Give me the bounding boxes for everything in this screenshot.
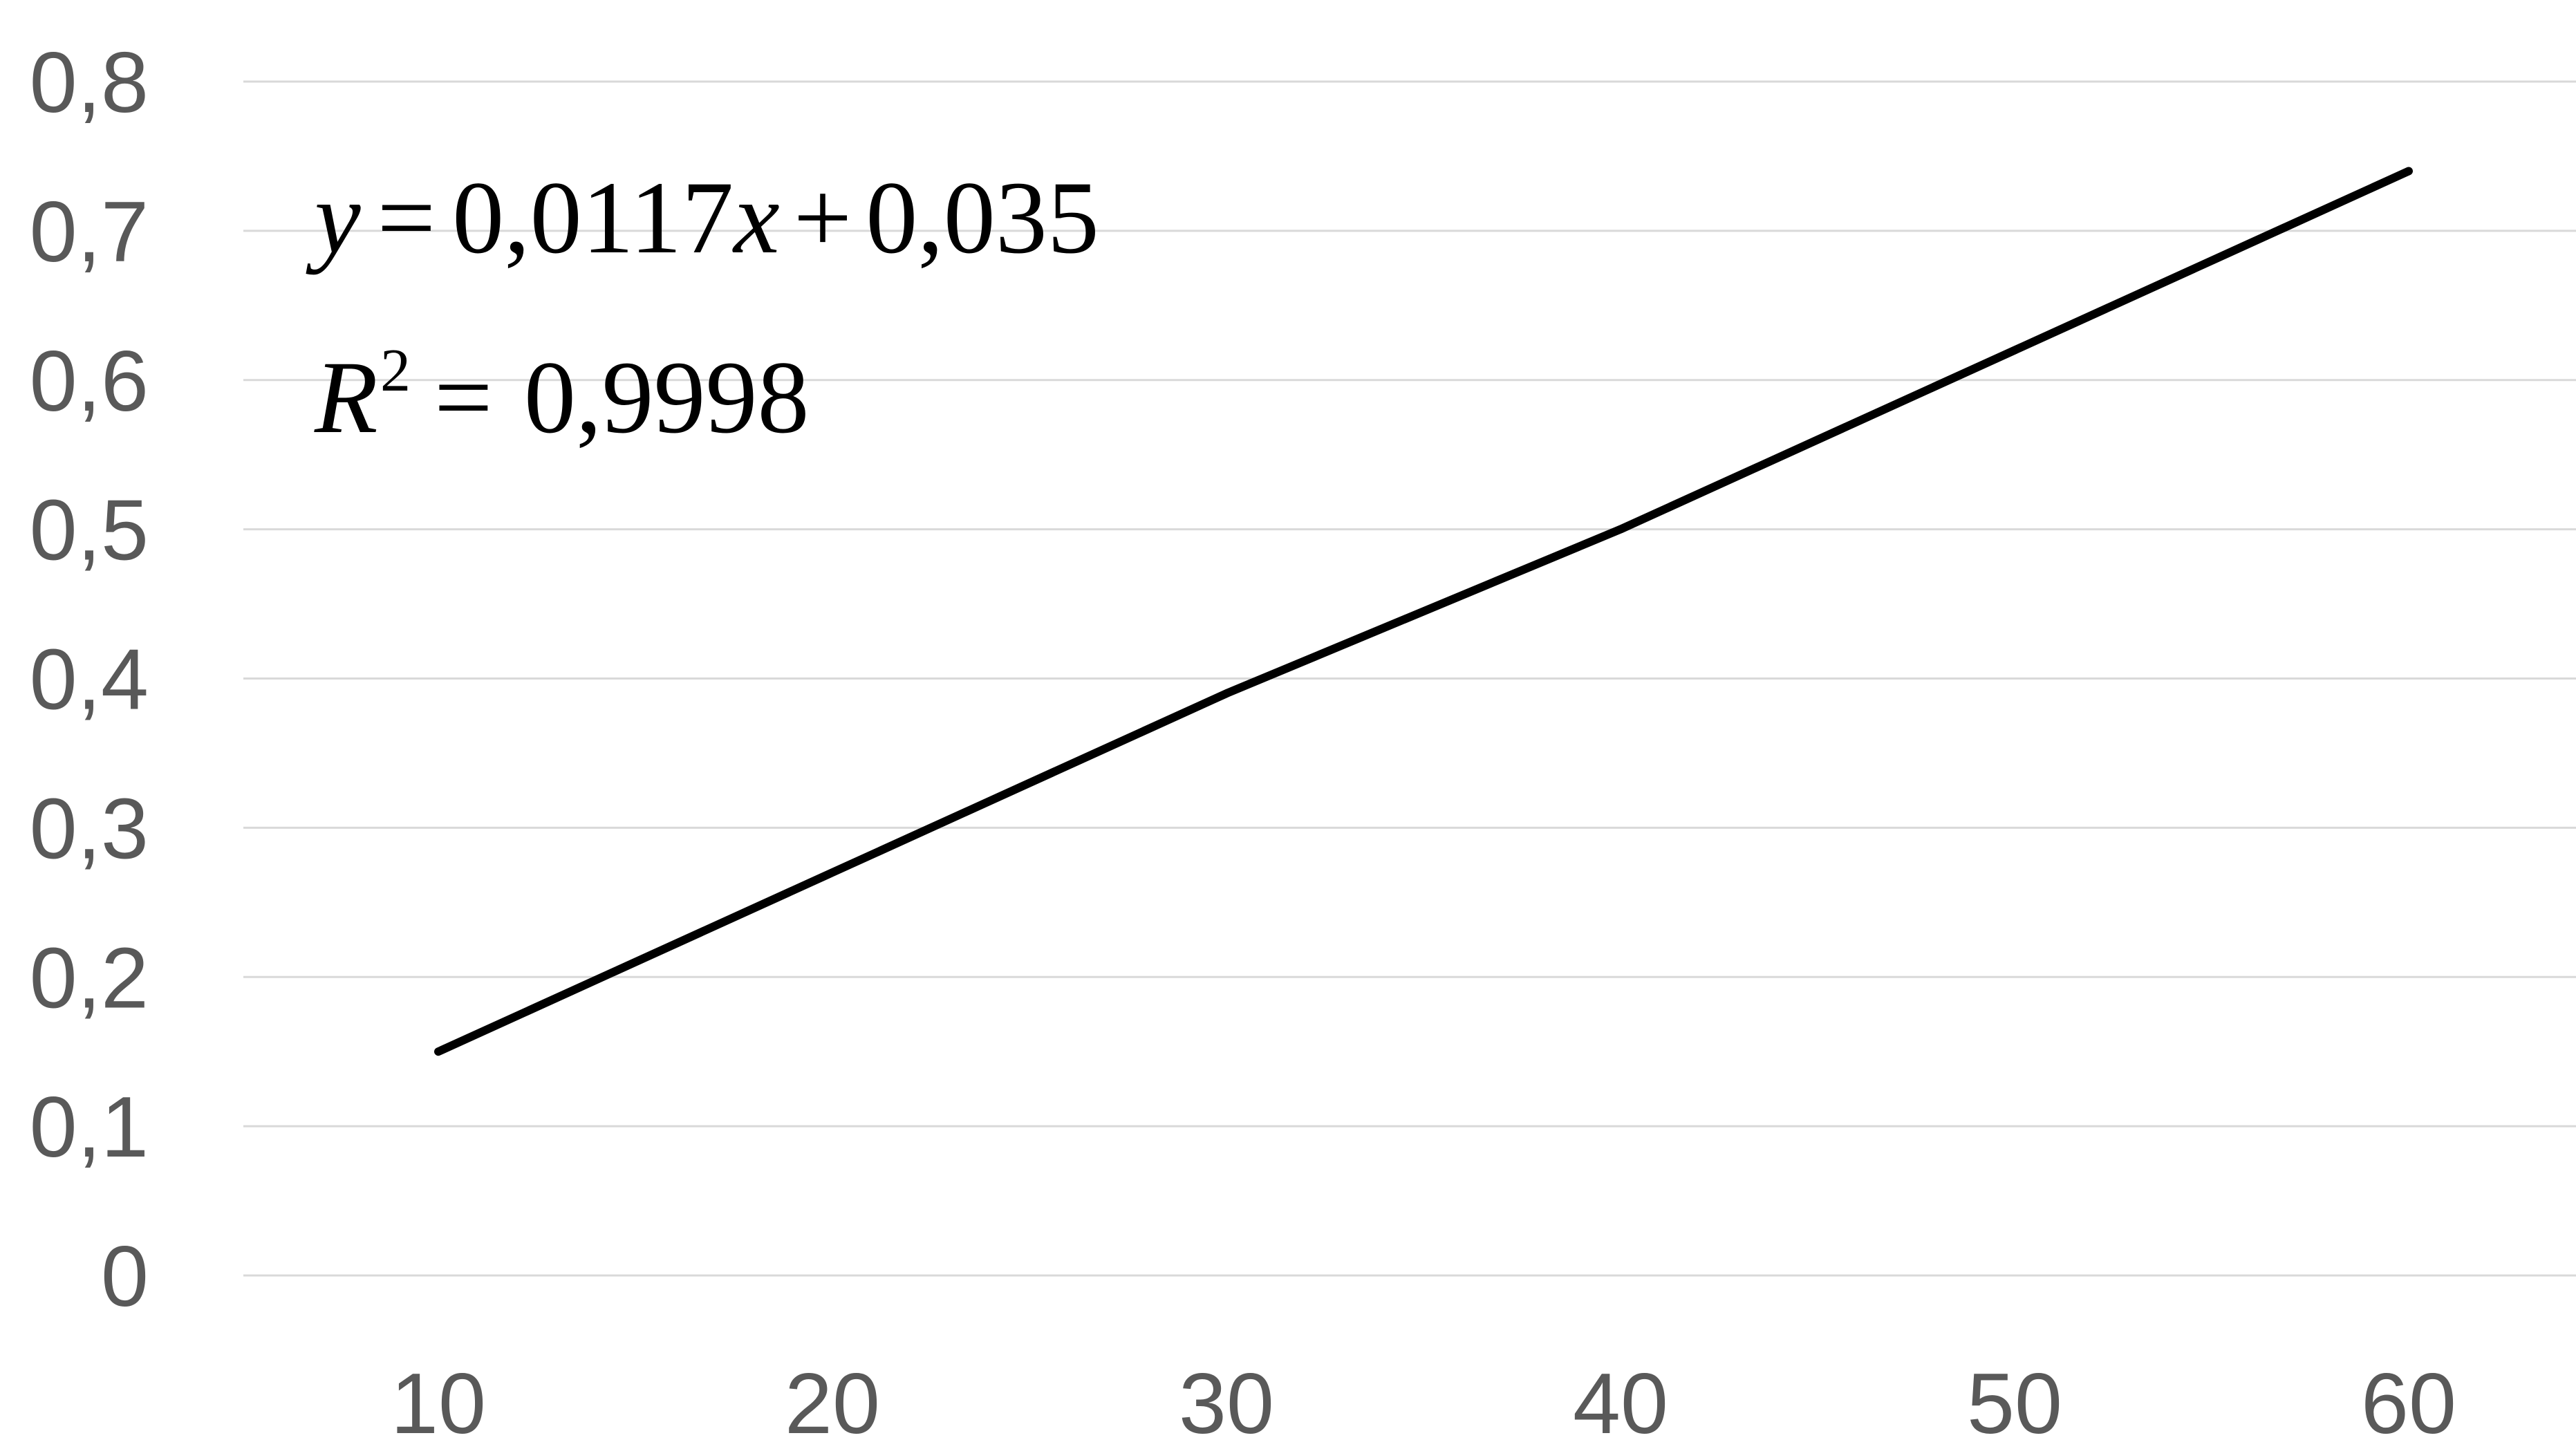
series-line-0	[434, 167, 2413, 1056]
regression-equation: y = 0,0117x +0,035	[306, 160, 1099, 275]
r-squared-value: 0,9998	[524, 340, 810, 455]
y-tick-label: 0,4	[30, 633, 149, 728]
equation-variable: x	[732, 160, 780, 275]
y-tick-label: 0,8	[30, 35, 149, 131]
y-tick-label: 0,2	[30, 931, 149, 1026]
x-tick-label: 50	[1967, 1356, 2062, 1440]
r-squared-equals: =	[434, 340, 493, 455]
r-squared-symbol: R	[314, 340, 378, 455]
x-tick-label: 10	[391, 1356, 486, 1440]
r-squared-exponent: 2	[380, 337, 411, 404]
y-tick-label: 0,3	[30, 781, 149, 877]
equation-plus: +	[794, 160, 852, 275]
y-tick-label: 0,1	[30, 1080, 149, 1175]
series-group	[434, 167, 2413, 1056]
equation-equals: =	[377, 160, 436, 275]
equation-intercept: 0,035	[866, 160, 1099, 275]
y-axis-tick-labels: 0 0,1 0,2 0,3 0,4 0,5 0,6 0,7 0,8	[30, 35, 149, 1325]
y-tick-label: 0,7	[30, 185, 149, 280]
gridlines	[243, 80, 2576, 1277]
equation-lhs: y	[306, 160, 361, 275]
r-squared-annotation: R 2 = 0,9998	[314, 337, 810, 455]
x-axis-tick-labels: 10 20 30 40 50 60	[391, 1356, 2456, 1440]
y-tick-label: 0,6	[30, 334, 149, 429]
equation-coefficient: 0,0117	[452, 160, 734, 275]
x-tick-label: 30	[1179, 1356, 1274, 1440]
x-tick-label: 40	[1573, 1356, 1668, 1440]
x-tick-label: 20	[785, 1356, 880, 1440]
y-tick-label: 0,5	[30, 483, 149, 579]
x-tick-label: 60	[2361, 1356, 2456, 1440]
trendline-equation-annotation: y = 0,0117x +0,035	[306, 160, 1099, 275]
y-tick-label: 0	[101, 1229, 149, 1325]
